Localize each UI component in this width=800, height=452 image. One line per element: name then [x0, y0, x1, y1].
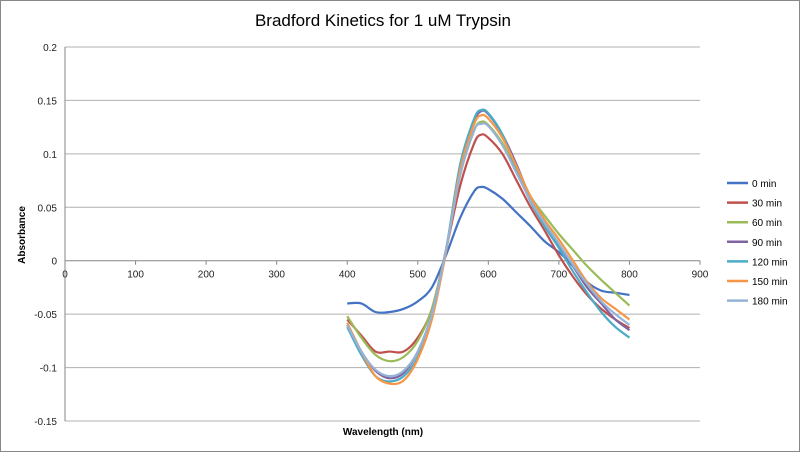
- legend-label: 150 min: [752, 277, 788, 288]
- series-line: [346, 133, 631, 354]
- x-tick-label: 700: [551, 270, 568, 281]
- legend-label: 180 min: [752, 297, 788, 308]
- y-tick-label: -0.1: [40, 364, 58, 375]
- series-line: [346, 120, 631, 363]
- x-tick-label: 300: [268, 270, 285, 281]
- legend-label: 90 min: [752, 238, 782, 249]
- x-tick-label: 800: [621, 270, 638, 281]
- y-tick-label: 0.15: [38, 96, 58, 107]
- x-tick-label: 900: [692, 270, 709, 281]
- y-tick-label: -0.15: [34, 417, 57, 428]
- x-axis-label: Wavelength (nm): [343, 427, 423, 438]
- series-line: [346, 109, 631, 380]
- y-tick-label: -0.05: [34, 310, 57, 321]
- x-tick-label: 100: [127, 270, 144, 281]
- legend-label: 120 min: [752, 257, 788, 268]
- x-tick-label: 500: [409, 270, 426, 281]
- x-tick-label: 400: [339, 270, 356, 281]
- y-axis-label: Absorbance: [17, 206, 28, 264]
- chart-title: Bradford Kinetics for 1 uM Trypsin: [255, 11, 511, 30]
- x-tick-label: 0: [62, 270, 68, 281]
- y-tick-label: 0: [51, 257, 57, 268]
- y-tick-label: 0.05: [38, 203, 58, 214]
- x-tick-label: 600: [480, 270, 497, 281]
- series-line: [346, 122, 631, 378]
- legend-label: 60 min: [752, 218, 782, 229]
- series-line: [346, 108, 631, 383]
- y-tick-label: 0.2: [43, 43, 57, 54]
- legend: 0 min 30 min 60 min 90 min 120 min 150 min 180…: [727, 179, 788, 308]
- y-tick-label: 0.1: [43, 150, 57, 161]
- legend-label: 30 min: [752, 199, 782, 210]
- x-tick-label: 200: [198, 270, 215, 281]
- series-line: [346, 113, 631, 386]
- legend-label: 0 min: [752, 179, 776, 190]
